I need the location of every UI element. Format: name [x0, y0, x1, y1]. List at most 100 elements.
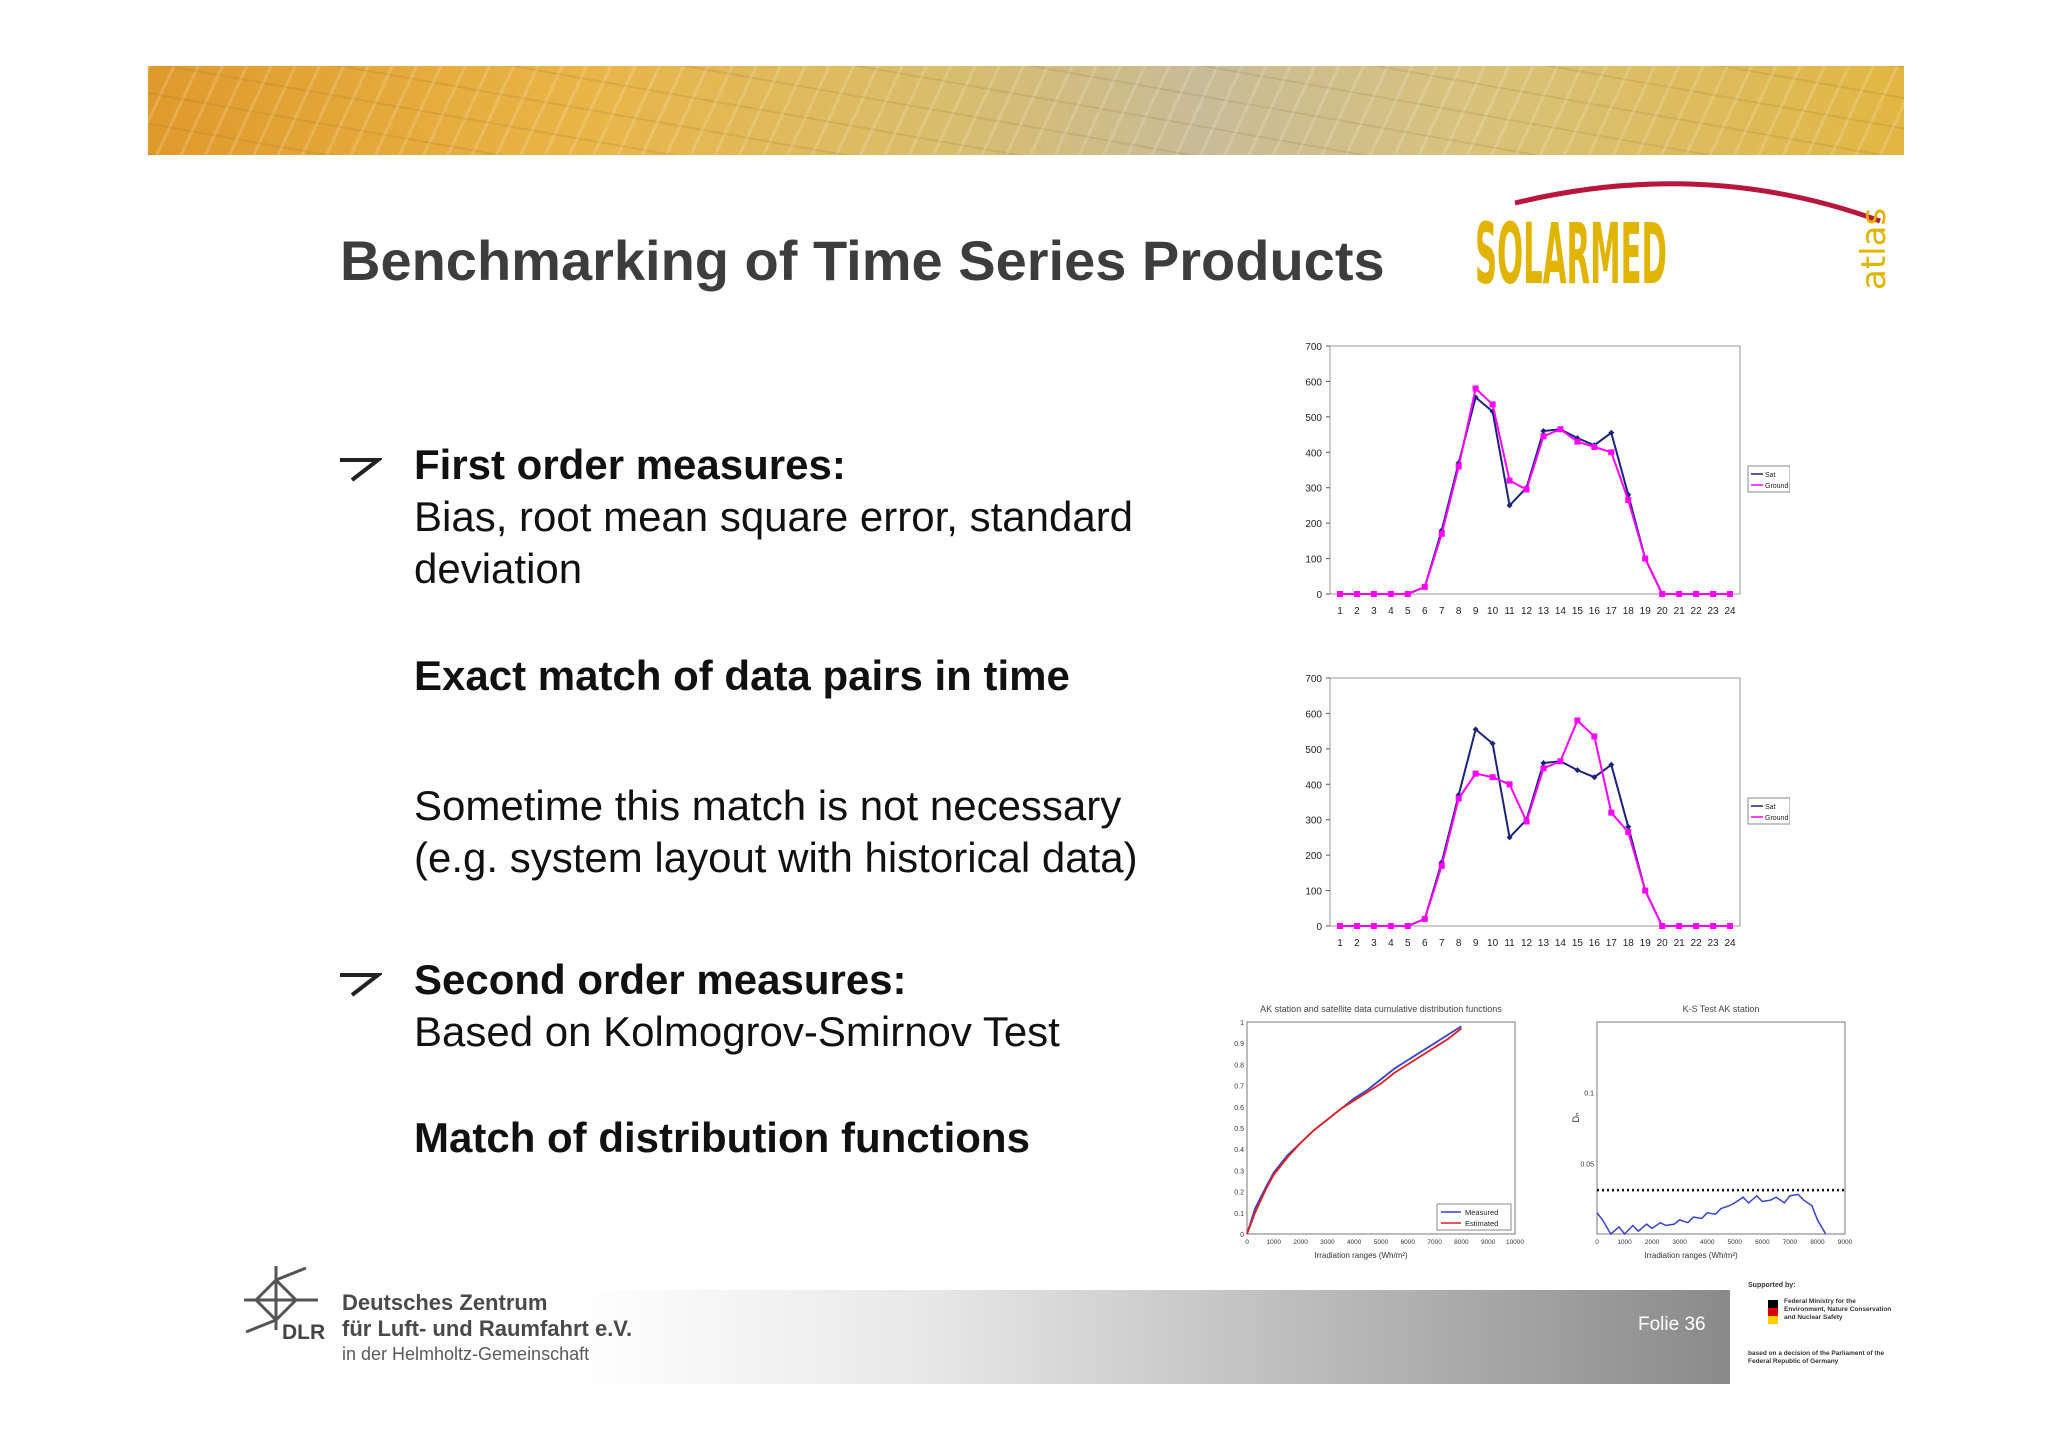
data-point-sat: [1472, 726, 1479, 733]
banner-texture: [148, 66, 1904, 155]
legend-label: Sat: [1765, 804, 1776, 811]
x-tick-label: 1000: [1617, 1239, 1632, 1246]
x-tick-label: 23: [1707, 606, 1719, 617]
x-tick-label: 3: [1371, 938, 1377, 949]
dlr-line-3: in der Helmholtz-Gemeinschaft: [342, 1344, 590, 1364]
y-tick-label: 100: [1305, 887, 1322, 898]
y-tick-label: 0.1: [1584, 1091, 1594, 1098]
x-tick-label: 10: [1487, 938, 1499, 949]
data-point-ground: [1387, 923, 1394, 929]
data-point-ground: [1557, 758, 1564, 765]
legend-box: [1436, 1203, 1512, 1231]
arrow-bullet-icon: [340, 458, 382, 482]
x-tick-label: 12: [1521, 938, 1533, 949]
x-tick-label: 4000: [1700, 1239, 1715, 1246]
data-point-ground: [1625, 829, 1632, 836]
data-point-sat: [1540, 428, 1547, 435]
data-point-sat: [1591, 774, 1598, 781]
data-point-ground: [1472, 770, 1479, 777]
series-line-estimated: [1246, 1027, 1462, 1235]
data-point-ground: [1659, 591, 1666, 597]
x-tick-label: 2000: [1293, 1239, 1308, 1246]
data-point-ground: [1337, 591, 1343, 597]
x-tick-label: 8: [1456, 938, 1462, 949]
dlr-logo-icon: [244, 1266, 318, 1334]
y-axis-label: Dₙ: [1571, 1112, 1581, 1122]
x-tick-label: 6: [1422, 606, 1428, 617]
footer-bar: [575, 1290, 1730, 1384]
y-tick-label: 0.1: [1234, 1211, 1244, 1218]
x-tick-label: 8000: [1810, 1239, 1825, 1246]
data-point-ground: [1404, 923, 1411, 929]
data-point-sat: [1506, 834, 1513, 841]
x-tick-label: 21: [1674, 938, 1686, 949]
logo-text: SOLARMED: [1475, 205, 1667, 295]
x-tick-label: 9: [1473, 938, 1479, 949]
data-point-sat: [1574, 767, 1581, 774]
data-point-ground: [1591, 443, 1598, 450]
data-point-ground: [1727, 923, 1733, 929]
x-tick-label: 4: [1388, 606, 1394, 617]
data-point-ground: [1506, 781, 1513, 788]
data-point-ground: [1353, 591, 1360, 597]
x-tick-label: 3000: [1320, 1239, 1335, 1246]
x-tick-label: 16: [1589, 938, 1601, 949]
data-point-ground: [1540, 433, 1547, 440]
x-tick-label: 22: [1691, 938, 1703, 949]
x-axis-label: Irradiation ranges (Wh/m²): [1644, 1251, 1738, 1260]
logo-subtext: atlas: [1854, 208, 1894, 290]
y-tick-label: 600: [1305, 377, 1322, 388]
y-tick-label: 100: [1305, 555, 1322, 566]
data-point-ground: [1421, 915, 1428, 922]
chart-title: AK station and satellite data cumulative…: [1260, 1004, 1502, 1014]
y-tick-label: 600: [1305, 709, 1322, 720]
y-tick-label: 1: [1240, 1020, 1244, 1027]
y-tick-label: 500: [1305, 413, 1322, 424]
x-tick-label: 21: [1674, 606, 1686, 617]
flag-icon: [1768, 1300, 1778, 1324]
data-point-ground: [1625, 497, 1632, 504]
x-tick-label: 0: [1245, 1239, 1249, 1246]
x-tick-label: 2: [1354, 606, 1360, 617]
x-tick-label: 7000: [1783, 1239, 1798, 1246]
plot-area: [1329, 345, 1741, 595]
x-tick-label: 8: [1456, 606, 1462, 617]
data-point-ground: [1574, 717, 1581, 724]
arrow-bullet-icon: [340, 973, 382, 997]
x-tick-label: 4000: [1347, 1239, 1362, 1246]
x-tick-label: 2: [1354, 938, 1360, 949]
data-point-ground: [1489, 774, 1496, 781]
x-tick-label: 7000: [1427, 1239, 1442, 1246]
legend-label: Ground: [1765, 815, 1788, 822]
data-point-ground: [1693, 923, 1700, 929]
data-point-ground: [1642, 887, 1649, 894]
data-point-sat: [1608, 761, 1615, 768]
data-point-ground: [1608, 449, 1615, 456]
x-tick-label: 13: [1538, 938, 1550, 949]
data-point-sat: [1506, 502, 1513, 509]
y-tick-label: 0.05: [1580, 1161, 1594, 1168]
x-tick-label: 18: [1623, 938, 1635, 949]
x-tick-label: 15: [1572, 938, 1584, 949]
legend-label: Measured: [1465, 1208, 1498, 1217]
y-tick-label: 0.9: [1234, 1041, 1244, 1048]
x-axis-label: Irradiation ranges (Wh/m²): [1314, 1251, 1408, 1260]
x-tick-label: 0: [1595, 1239, 1599, 1246]
x-tick-label: 3: [1371, 606, 1377, 617]
data-point-ground: [1676, 923, 1683, 929]
x-tick-label: 19: [1640, 938, 1652, 949]
second-order-heading: Second order measures:: [414, 956, 907, 1003]
x-tick-label: 6000: [1401, 1239, 1416, 1246]
x-tick-label: 1: [1337, 606, 1343, 617]
x-tick-label: 9000: [1838, 1239, 1853, 1246]
data-point-ground: [1710, 923, 1717, 929]
sometime-line-2: (e.g. system layout with historical data…: [414, 834, 1138, 881]
series-line-ground: [1340, 386, 1730, 595]
x-tick-label: 2000: [1645, 1239, 1660, 1246]
x-tick-label: 6: [1422, 938, 1428, 949]
cdf-chart: AK station and satellite data cumulative…: [1234, 1004, 1524, 1260]
data-point-ground: [1370, 923, 1377, 929]
y-tick-label: 0.3: [1234, 1168, 1244, 1175]
exact-match-text: Exact match of data pairs in time: [414, 652, 1070, 699]
data-point-ground: [1337, 923, 1343, 929]
